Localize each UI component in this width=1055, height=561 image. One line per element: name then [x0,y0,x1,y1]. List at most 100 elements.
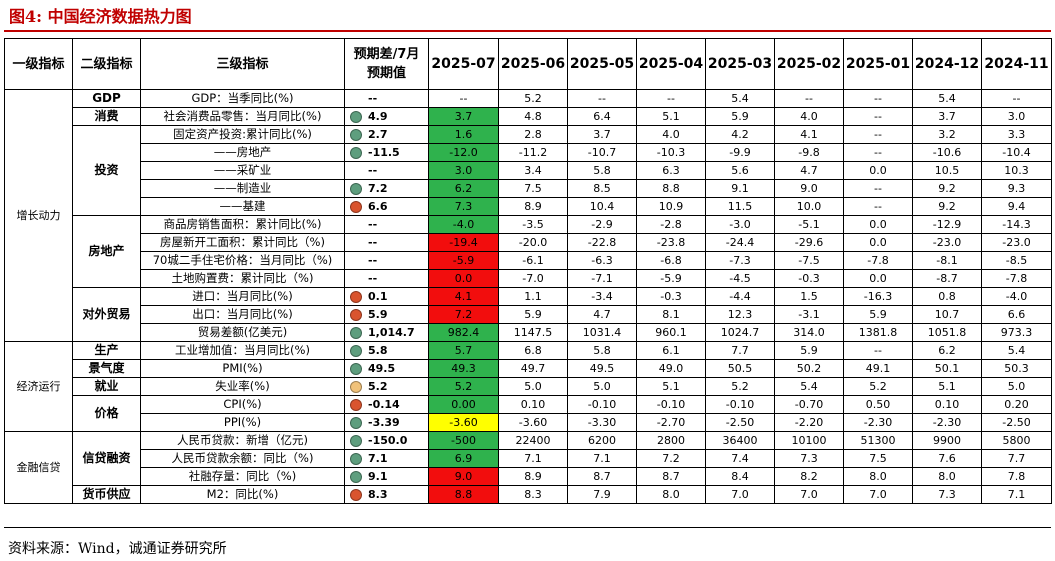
history-value-cell: -29.6 [774,233,844,252]
history-value-cell: 8.7 [636,467,706,486]
expectation-gap-value: -- [368,254,378,268]
history-value-cell: 5.2 [498,89,568,108]
history-value-cell: 8.3 [498,485,568,504]
history-value-cell: 7.4 [705,449,775,468]
expectation-gap-value: 7.1 [368,452,388,466]
expectation-gap-cell: 8.3 [344,485,429,504]
history-value-cell: -- [636,89,706,108]
history-value-cell: 1147.5 [498,323,568,342]
history-value-cell: 7.1 [981,485,1052,504]
column-header-8: 2025-03 [705,38,775,90]
history-value-cell: 2.8 [498,125,568,144]
history-value-cell: 3.2 [912,125,982,144]
level1-group-label: 金融信贷 [4,431,73,504]
history-value-cell: 0.10 [912,395,982,414]
history-value-cell: -0.10 [636,395,706,414]
signal-dot-icon [350,110,362,123]
table-row: 经济运行 生产 工业增加值：当月同比(%) 5.8 5.7 6.8 5.8 6.1 7.7 5.9… [4,341,1052,432]
current-month-heat-cell: 49.3 [428,359,499,378]
level2-group-label: 消费 [72,107,141,126]
expectation-gap-cell: 9.1 [344,467,429,486]
history-value-cell: -14.3 [981,215,1052,234]
column-header-11: 2024-12 [912,38,982,90]
history-value-cell: 1031.4 [567,323,637,342]
indicator-label: 进口：当月同比(%) [140,287,345,306]
indicator-label: ——房地产 [140,143,345,162]
history-value-cell: 6.3 [636,161,706,180]
current-month-heat-cell: 6.2 [428,179,499,198]
expectation-gap-value: 0.1 [368,290,388,304]
expectation-gap-cell: 2.7 [344,125,429,144]
history-value-cell: 960.1 [636,323,706,342]
signal-dot-icon [350,93,362,105]
indicator-label: 固定资产投资:累计同比(%) [140,125,345,144]
expectation-gap-cell: 7.2 [344,179,429,198]
history-value-cell: 3.7 [567,125,637,144]
signal-dot-icon [350,470,362,483]
history-value-cell: 8.0 [912,467,982,486]
history-value-cell: -0.10 [705,395,775,414]
history-value-cell: 1.5 [774,287,844,306]
current-month-heat-cell: 7.3 [428,197,499,216]
expectation-gap-value: 5.9 [368,308,388,322]
history-value-cell: 9.2 [912,179,982,198]
level2-group-label: 就业 [72,377,141,396]
history-value-cell: 5.9 [498,305,568,324]
history-value-cell: -23.8 [636,233,706,252]
table-row: 就业 失业率(%) 5.2 5.2 5.0 5.0 5.1 5.2 5.4 5.2 5.1 5.0 [5,377,1052,396]
history-value-cell: 3.4 [498,161,568,180]
history-value-cell: 5.9 [843,305,913,324]
table-row: ——房地产 -11.5 -12.0 -11.2 -10.7 -10.3 -9.9 -9.8 --… [5,143,1052,162]
signal-dot-icon [350,344,362,357]
history-value-cell: 0.50 [843,395,913,414]
current-month-heat-cell: 1.6 [428,125,499,144]
history-value-cell: 7.7 [981,449,1052,468]
history-value-cell: 4.1 [774,125,844,144]
expectation-gap-value: 49.5 [368,362,396,376]
history-value-cell: 0.0 [843,233,913,252]
history-value-cell: 7.3 [912,485,982,504]
signal-dot-icon [350,128,362,141]
indicator-label: 社会消费品零售：当月同比(%) [140,107,345,126]
history-value-cell: 10.7 [912,305,982,324]
history-value-cell: 1.1 [498,287,568,306]
table-row: 社融存量：同比（%) 9.1 9.0 8.9 8.7 8.7 8.4 8.2 8.0 8.0 7.8 [5,467,1052,486]
expectation-gap-value: 4.9 [368,110,388,124]
signal-dot-icon [350,237,362,249]
table-row: 投资 固定资产投资:累计同比(%) 2.7 1.6 2.8 3.7 4.0 4.2 4.1 -- 3… [5,125,1052,216]
column-header-3: 预期差/7月预期值 [344,38,429,90]
history-value-cell: -8.1 [912,251,982,270]
history-value-cell: 3.7 [912,107,982,126]
signal-dot-icon [350,219,362,231]
history-value-cell: -0.3 [774,269,844,288]
level2-group-label: 投资 [72,125,141,216]
table-row: 金融信贷 信贷融资 人民币贷款：新增（亿元) -150.0 -500 22400 6200 2… [4,431,1052,504]
signal-dot-icon [350,398,362,411]
level2-group-label: 对外贸易 [72,287,141,342]
expectation-gap-value: 8.3 [368,488,388,502]
history-value-cell: 50.2 [774,359,844,378]
history-value-cell: 11.5 [705,197,775,216]
history-value-cell: 7.1 [498,449,568,468]
history-value-cell: 9.4 [981,197,1052,216]
figure-title: 图4: 中国经济数据热力图 [9,7,192,26]
indicator-label: 贸易差额(亿美元) [140,323,345,342]
indicator-label: 失业率(%) [140,377,345,396]
column-header-9: 2025-02 [774,38,844,90]
column-header-10: 2025-01 [843,38,913,90]
table-row: 价格 CPI(%) -0.14 0.00 0.10 -0.10 -0.10 -0.10 -0.7… [5,395,1052,432]
indicator-label: ——制造业 [140,179,345,198]
expectation-gap-value: 5.8 [368,344,388,358]
history-value-cell: 50.3 [981,359,1052,378]
expectation-gap-cell: -11.5 [344,143,429,162]
signal-dot-icon [350,416,362,429]
expectation-gap-value: 2.7 [368,128,388,142]
source-note: 资料来源：Wind，诚通证券研究所 [8,541,227,557]
history-value-cell: 7.1 [567,449,637,468]
current-month-heat-cell: -19.4 [428,233,499,252]
history-value-cell: 5.2 [705,377,775,396]
signal-dot-icon [350,273,362,285]
signal-dot-icon [350,290,362,303]
table-row: 房屋新开工面积：累计同比（%) -- -19.4 -20.0 -22.8 -23.8 -24… [5,233,1052,252]
current-month-heat-cell: 6.9 [428,449,499,468]
